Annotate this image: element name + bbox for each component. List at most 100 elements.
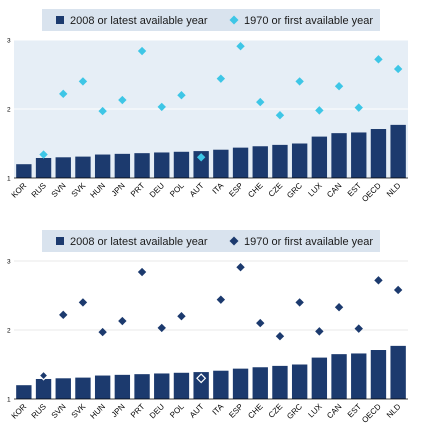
bar-PRT [134,153,150,178]
marker-GRC [295,77,304,86]
legend-label-marker: 1970 or first available year [244,236,373,248]
x-tick-label: SVN [50,181,68,199]
legend-marker-swatch [229,236,239,246]
x-tick-label: OECD [360,181,383,204]
legend-box [42,230,380,252]
x-tick-label: SVN [50,402,68,420]
marker-AUT [196,153,206,162]
marker-EST [354,324,363,333]
bar-RUS [35,378,52,399]
x-tick-label: CZE [267,181,285,199]
bar-AUT [193,151,209,178]
marker-HUN [98,106,107,116]
marker-SVN [59,310,68,320]
marker-CZE [275,111,285,120]
x-tick-label: NLD [385,402,403,420]
x-tick-label: HUN [88,181,107,200]
bar-CAN [331,133,347,178]
x-tick-label: OECD [360,402,383,425]
x-tick-label: NLD [385,181,403,199]
bar-SVN [55,157,71,178]
marker-SVK [78,298,88,307]
bar-CZE [272,144,288,178]
x-tick-label: RUS [30,181,48,199]
marker-RUS [38,370,49,381]
x-tick-label: JPN [110,181,127,198]
bar-CHE [252,367,268,399]
x-tick-label: PRT [129,402,147,420]
marker-JPN [118,316,127,326]
bar-CZE [272,365,288,399]
x-tick-label: KOR [10,402,29,421]
x-tick-label: SVK [70,181,88,199]
y-tick-label: 2 [7,328,11,335]
legend-box [42,9,380,31]
bar-HUN [94,375,111,399]
bar-EST [351,132,367,178]
legend-label-bar: 2008 or latest available year [70,236,208,248]
bar-GRC [291,143,308,178]
marker-ITA [216,74,226,83]
bar-LUX [311,136,328,178]
bar-HUN [94,154,111,178]
marker-EST [354,103,363,112]
bar-LUX [311,357,328,399]
bar-PRT [134,374,150,399]
marker-CAN [334,303,344,312]
x-tick-label: CAN [325,402,343,420]
legend-marker-swatch [229,15,239,25]
marker-SVK [78,77,88,86]
bar-ITA [213,149,229,178]
marker-DEU [157,323,166,333]
bar-POL [173,372,190,399]
x-tick-label: ESP [227,402,245,420]
marker-GRC [295,298,304,307]
marker-POL [177,91,186,100]
marker-RUS [39,150,48,159]
marker-CHE [256,318,265,328]
x-tick-label: GRC [285,402,304,421]
bar-NLD [390,345,406,399]
x-tick-label: CZE [267,402,285,420]
y-tick-label: 1 [7,397,11,404]
x-tick-label: SVK [70,402,88,420]
marker-POL [177,312,186,321]
bar-KOR [16,385,32,399]
x-tick-label: PRT [129,181,147,199]
bar-SVK [75,377,91,399]
chart-panel-1: 2008 or latest available year 1970 or fir… [7,9,408,204]
marker-AUT [196,373,207,384]
bar-OECD [370,129,387,178]
x-tick-label: AUT [188,402,206,420]
bar-DEU [154,152,170,178]
legend-label-marker: 1970 or first available year [244,15,373,27]
marker-CAN [334,82,344,91]
marker-ITA [216,295,226,304]
bar-ITA [213,370,229,399]
x-tick-label: ESP [227,181,245,199]
marker-PRT [137,46,147,56]
marker-NLD [393,64,403,74]
chart-2-svg: 2008 or latest available year 1970 or fir… [7,230,408,425]
bar-NLD [390,124,406,178]
chart-panel-2: 2008 or latest available year 1970 or fir… [0,221,428,442]
x-tick-label: AUT [188,181,206,199]
x-tick-label: RUS [30,402,48,420]
y-tick-label: 3 [7,38,11,45]
marker-ESP [236,42,245,51]
bar-KOR [16,164,32,178]
x-tick-label: POL [168,402,186,420]
marker-HUN [98,327,107,337]
y-tick-label: 3 [7,259,11,266]
marker-LUX [315,106,324,115]
marker-NLD [393,285,403,295]
bar-SVK [75,156,91,178]
x-tick-label: DEU [148,181,166,199]
x-tick-label: DEU [148,402,166,420]
x-tick-label: KOR [10,181,29,200]
x-tick-label: LUX [306,402,324,420]
marker-CHE [256,97,265,107]
bar-JPN [114,153,131,178]
x-tick-label: ITA [211,181,226,196]
x-tick-label: LUX [306,181,324,199]
